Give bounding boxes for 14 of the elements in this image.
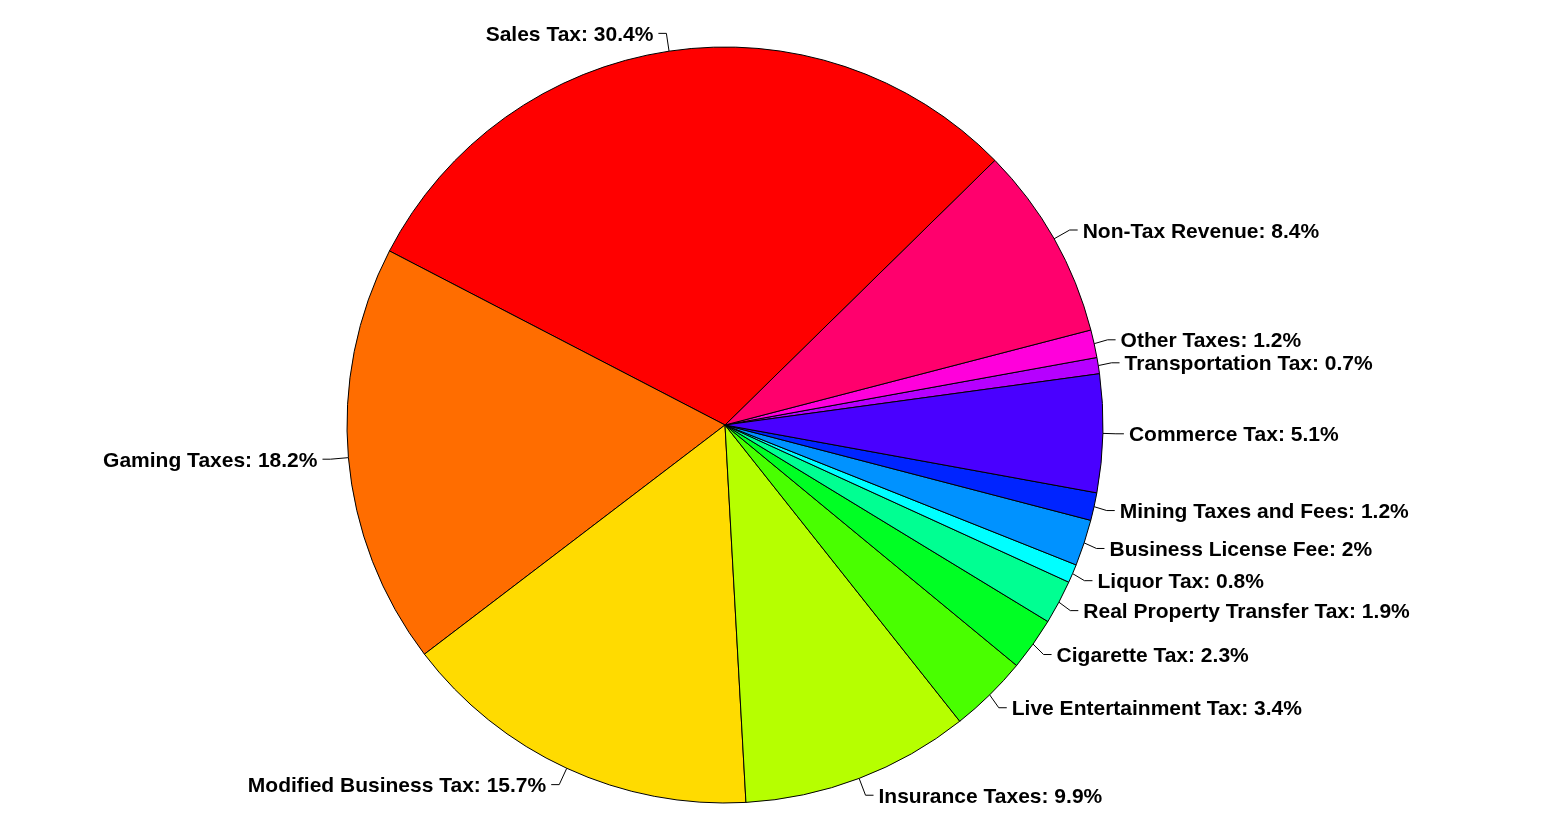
slice-label: Liquor Tax: 0.8% — [1097, 569, 1265, 593]
slice-label: Commerce Tax: 5.1% — [1128, 422, 1339, 446]
slice-label: Gaming Taxes: 18.2% — [103, 447, 318, 471]
slice-label: Modified Business Tax: 15.7% — [247, 773, 547, 797]
slice-label: Other Taxes: 1.2% — [1120, 328, 1302, 352]
slice-label: Live Entertainment Tax: 3.4% — [1011, 696, 1303, 720]
slice-label: Insurance Taxes: 9.9% — [878, 783, 1103, 807]
slice-label: Real Property Transfer Tax: 1.9% — [1083, 599, 1411, 623]
slice-label: Transportation Tax: 0.7% — [1124, 351, 1374, 375]
slice-label: Business License Fee: 2% — [1109, 536, 1373, 560]
slice-label: Cigarette Tax: 2.3% — [1056, 643, 1250, 667]
slice-label: Sales Tax: 30.4% — [485, 21, 654, 45]
slice-label: Non-Tax Revenue: 8.4% — [1082, 218, 1320, 242]
slice-label: Mining Taxes and Fees: 1.2% — [1119, 499, 1410, 523]
